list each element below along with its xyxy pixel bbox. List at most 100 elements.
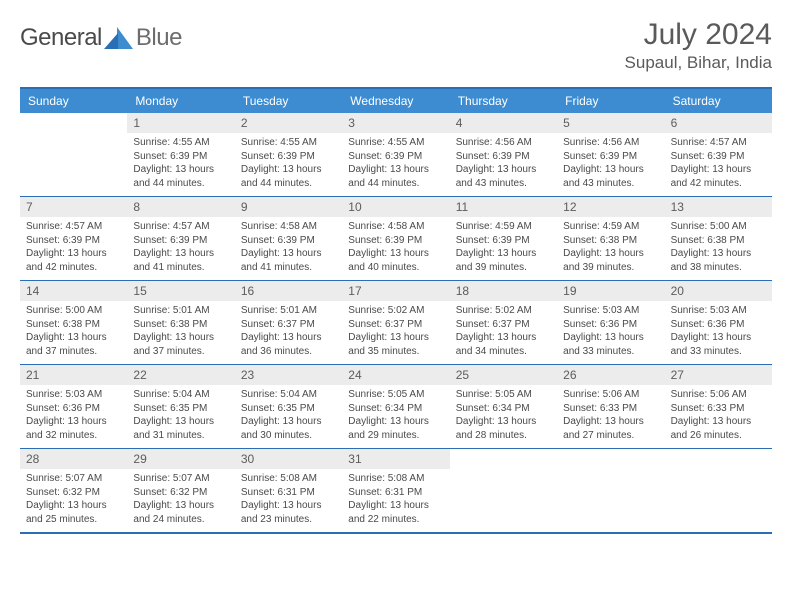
day-number: 23 bbox=[235, 365, 342, 385]
day-details: Sunrise: 5:06 AMSunset: 6:33 PMDaylight:… bbox=[665, 385, 772, 448]
day-details: Sunrise: 4:55 AMSunset: 6:39 PMDaylight:… bbox=[127, 133, 234, 196]
day-cell: 17Sunrise: 5:02 AMSunset: 6:37 PMDayligh… bbox=[342, 281, 449, 364]
day-number: 21 bbox=[20, 365, 127, 385]
day-details: Sunrise: 4:58 AMSunset: 6:39 PMDaylight:… bbox=[235, 217, 342, 280]
day-details: Sunrise: 5:05 AMSunset: 6:34 PMDaylight:… bbox=[450, 385, 557, 448]
day-details: Sunrise: 5:06 AMSunset: 6:33 PMDaylight:… bbox=[557, 385, 664, 448]
logo-icon bbox=[104, 27, 134, 49]
week-row: 1Sunrise: 4:55 AMSunset: 6:39 PMDaylight… bbox=[20, 113, 772, 196]
day-details: Sunrise: 5:04 AMSunset: 6:35 PMDaylight:… bbox=[235, 385, 342, 448]
day-number: 22 bbox=[127, 365, 234, 385]
dayname-wednesday: Wednesday bbox=[342, 89, 449, 113]
day-details: Sunrise: 5:01 AMSunset: 6:38 PMDaylight:… bbox=[127, 301, 234, 364]
day-number: 7 bbox=[20, 197, 127, 217]
calendar-grid: SundayMondayTuesdayWednesdayThursdayFrid… bbox=[20, 87, 772, 534]
logo-text-1: General bbox=[20, 24, 102, 52]
day-cell: 13Sunrise: 5:00 AMSunset: 6:38 PMDayligh… bbox=[665, 197, 772, 280]
day-details: Sunrise: 4:57 AMSunset: 6:39 PMDaylight:… bbox=[127, 217, 234, 280]
day-number: 11 bbox=[450, 197, 557, 217]
day-cell: 7Sunrise: 4:57 AMSunset: 6:39 PMDaylight… bbox=[20, 197, 127, 280]
day-details: Sunrise: 5:07 AMSunset: 6:32 PMDaylight:… bbox=[127, 469, 234, 532]
day-number: 31 bbox=[342, 449, 449, 469]
day-number: 13 bbox=[665, 197, 772, 217]
day-details: Sunrise: 5:03 AMSunset: 6:36 PMDaylight:… bbox=[20, 385, 127, 448]
day-cell: 25Sunrise: 5:05 AMSunset: 6:34 PMDayligh… bbox=[450, 365, 557, 448]
day-number: 15 bbox=[127, 281, 234, 301]
day-cell: 8Sunrise: 4:57 AMSunset: 6:39 PMDaylight… bbox=[127, 197, 234, 280]
day-cell: 4Sunrise: 4:56 AMSunset: 6:39 PMDaylight… bbox=[450, 113, 557, 196]
day-cell: 27Sunrise: 5:06 AMSunset: 6:33 PMDayligh… bbox=[665, 365, 772, 448]
day-details: Sunrise: 4:58 AMSunset: 6:39 PMDaylight:… bbox=[342, 217, 449, 280]
day-number: 17 bbox=[342, 281, 449, 301]
dayname-row: SundayMondayTuesdayWednesdayThursdayFrid… bbox=[20, 89, 772, 113]
day-number: 1 bbox=[127, 113, 234, 133]
day-details: Sunrise: 4:59 AMSunset: 6:38 PMDaylight:… bbox=[557, 217, 664, 280]
day-cell: 18Sunrise: 5:02 AMSunset: 6:37 PMDayligh… bbox=[450, 281, 557, 364]
dayname-tuesday: Tuesday bbox=[235, 89, 342, 113]
day-number: 26 bbox=[557, 365, 664, 385]
day-cell: 15Sunrise: 5:01 AMSunset: 6:38 PMDayligh… bbox=[127, 281, 234, 364]
day-details: Sunrise: 5:08 AMSunset: 6:31 PMDaylight:… bbox=[235, 469, 342, 532]
empty-cell bbox=[665, 449, 772, 532]
week-row: 7Sunrise: 4:57 AMSunset: 6:39 PMDaylight… bbox=[20, 196, 772, 280]
day-number: 25 bbox=[450, 365, 557, 385]
day-cell: 24Sunrise: 5:05 AMSunset: 6:34 PMDayligh… bbox=[342, 365, 449, 448]
day-number: 19 bbox=[557, 281, 664, 301]
day-details: Sunrise: 5:03 AMSunset: 6:36 PMDaylight:… bbox=[557, 301, 664, 364]
week-row: 14Sunrise: 5:00 AMSunset: 6:38 PMDayligh… bbox=[20, 280, 772, 364]
header: General Blue July 2024 Supaul, Bihar, In… bbox=[20, 18, 772, 73]
day-cell: 28Sunrise: 5:07 AMSunset: 6:32 PMDayligh… bbox=[20, 449, 127, 532]
day-details: Sunrise: 5:02 AMSunset: 6:37 PMDaylight:… bbox=[450, 301, 557, 364]
dayname-monday: Monday bbox=[127, 89, 234, 113]
empty-cell bbox=[557, 449, 664, 532]
day-number: 16 bbox=[235, 281, 342, 301]
day-number: 5 bbox=[557, 113, 664, 133]
empty-cell bbox=[20, 113, 127, 196]
day-details: Sunrise: 4:56 AMSunset: 6:39 PMDaylight:… bbox=[557, 133, 664, 196]
day-number: 4 bbox=[450, 113, 557, 133]
calendar-page: General Blue July 2024 Supaul, Bihar, In… bbox=[0, 0, 792, 534]
day-number: 18 bbox=[450, 281, 557, 301]
day-number: 29 bbox=[127, 449, 234, 469]
day-details: Sunrise: 5:03 AMSunset: 6:36 PMDaylight:… bbox=[665, 301, 772, 364]
day-number: 20 bbox=[665, 281, 772, 301]
day-details: Sunrise: 5:05 AMSunset: 6:34 PMDaylight:… bbox=[342, 385, 449, 448]
day-cell: 31Sunrise: 5:08 AMSunset: 6:31 PMDayligh… bbox=[342, 449, 449, 532]
day-details: Sunrise: 5:00 AMSunset: 6:38 PMDaylight:… bbox=[665, 217, 772, 280]
day-details: Sunrise: 5:02 AMSunset: 6:37 PMDaylight:… bbox=[342, 301, 449, 364]
day-cell: 1Sunrise: 4:55 AMSunset: 6:39 PMDaylight… bbox=[127, 113, 234, 196]
day-number: 10 bbox=[342, 197, 449, 217]
day-number: 12 bbox=[557, 197, 664, 217]
dayname-friday: Friday bbox=[557, 89, 664, 113]
week-row: 21Sunrise: 5:03 AMSunset: 6:36 PMDayligh… bbox=[20, 364, 772, 448]
day-details: Sunrise: 4:55 AMSunset: 6:39 PMDaylight:… bbox=[235, 133, 342, 196]
day-details: Sunrise: 4:59 AMSunset: 6:39 PMDaylight:… bbox=[450, 217, 557, 280]
day-number: 8 bbox=[127, 197, 234, 217]
day-number: 30 bbox=[235, 449, 342, 469]
day-number: 24 bbox=[342, 365, 449, 385]
day-cell: 11Sunrise: 4:59 AMSunset: 6:39 PMDayligh… bbox=[450, 197, 557, 280]
day-details: Sunrise: 5:08 AMSunset: 6:31 PMDaylight:… bbox=[342, 469, 449, 532]
day-cell: 12Sunrise: 4:59 AMSunset: 6:38 PMDayligh… bbox=[557, 197, 664, 280]
logo-text-2: Blue bbox=[136, 24, 182, 52]
day-cell: 23Sunrise: 5:04 AMSunset: 6:35 PMDayligh… bbox=[235, 365, 342, 448]
empty-cell bbox=[450, 449, 557, 532]
day-number: 27 bbox=[665, 365, 772, 385]
day-number: 2 bbox=[235, 113, 342, 133]
dayname-sunday: Sunday bbox=[20, 89, 127, 113]
day-cell: 29Sunrise: 5:07 AMSunset: 6:32 PMDayligh… bbox=[127, 449, 234, 532]
title-block: July 2024 Supaul, Bihar, India bbox=[625, 18, 772, 73]
day-cell: 3Sunrise: 4:55 AMSunset: 6:39 PMDaylight… bbox=[342, 113, 449, 196]
dayname-saturday: Saturday bbox=[665, 89, 772, 113]
day-cell: 20Sunrise: 5:03 AMSunset: 6:36 PMDayligh… bbox=[665, 281, 772, 364]
day-cell: 21Sunrise: 5:03 AMSunset: 6:36 PMDayligh… bbox=[20, 365, 127, 448]
day-details: Sunrise: 5:07 AMSunset: 6:32 PMDaylight:… bbox=[20, 469, 127, 532]
day-details: Sunrise: 4:55 AMSunset: 6:39 PMDaylight:… bbox=[342, 133, 449, 196]
day-cell: 16Sunrise: 5:01 AMSunset: 6:37 PMDayligh… bbox=[235, 281, 342, 364]
day-cell: 26Sunrise: 5:06 AMSunset: 6:33 PMDayligh… bbox=[557, 365, 664, 448]
logo: General Blue bbox=[20, 18, 182, 52]
day-cell: 9Sunrise: 4:58 AMSunset: 6:39 PMDaylight… bbox=[235, 197, 342, 280]
day-cell: 2Sunrise: 4:55 AMSunset: 6:39 PMDaylight… bbox=[235, 113, 342, 196]
location: Supaul, Bihar, India bbox=[625, 53, 772, 73]
dayname-thursday: Thursday bbox=[450, 89, 557, 113]
